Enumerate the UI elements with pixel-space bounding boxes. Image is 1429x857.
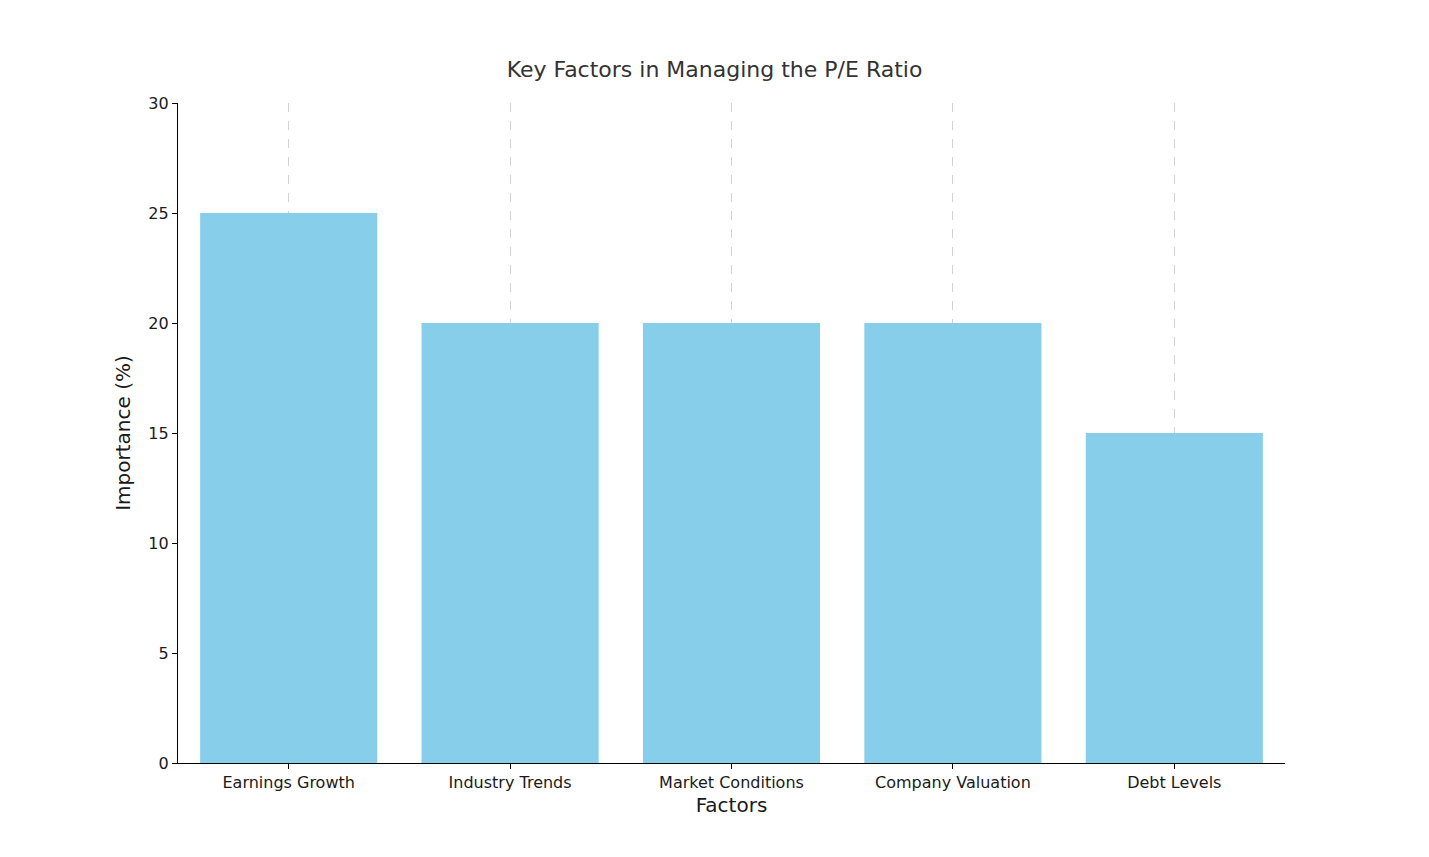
svg-text:Factors: Factors [696,793,768,817]
svg-text:10: 10 [148,534,168,553]
svg-text:15: 15 [148,424,168,443]
svg-text:0: 0 [158,754,168,773]
svg-text:5: 5 [158,644,168,663]
svg-text:Key Factors in Managing the P/: Key Factors in Managing the P/E Ratio [507,57,923,82]
svg-text:20: 20 [148,314,168,333]
svg-text:25: 25 [148,204,168,223]
svg-text:30: 30 [148,94,168,113]
svg-text:Company Valuation: Company Valuation [875,773,1031,792]
svg-text:Importance (%): Importance (%) [111,355,135,511]
svg-text:Industry Trends: Industry Trends [449,773,572,792]
svg-text:Debt Levels: Debt Levels [1127,773,1221,792]
svg-text:Earnings Growth: Earnings Growth [222,773,354,792]
svg-text:Market Conditions: Market Conditions [659,773,804,792]
